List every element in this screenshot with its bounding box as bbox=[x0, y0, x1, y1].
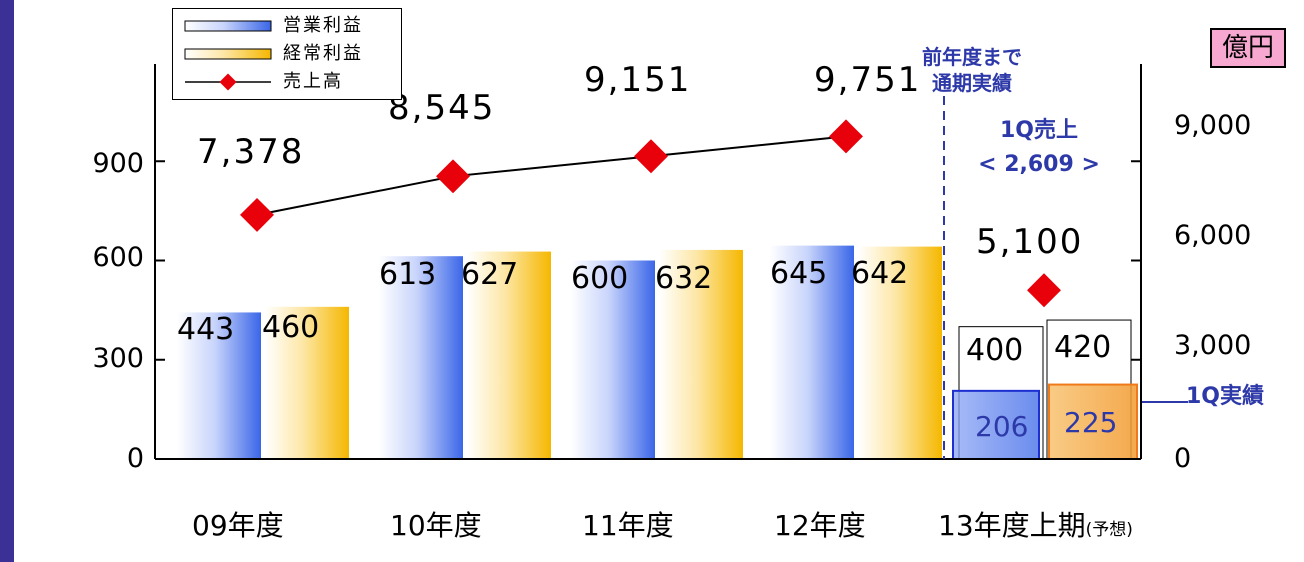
forecast-note: (予想) bbox=[1085, 520, 1133, 540]
legend: 営業利益 経常利益 売上高 bbox=[172, 8, 402, 100]
right-tick-6000: 6,000 bbox=[1174, 220, 1252, 251]
right-tick-3000: 3,000 bbox=[1174, 330, 1252, 361]
right-tick-0: 0 bbox=[1174, 443, 1192, 474]
q1-actual-note: 1Q実績 bbox=[1185, 384, 1264, 409]
op-profit-label-11: 600 bbox=[571, 261, 629, 296]
ord-profit-label-10: 627 bbox=[461, 257, 519, 292]
ord-profit-bar-12 bbox=[858, 246, 942, 459]
legend-swatch-ord-profit bbox=[184, 48, 272, 60]
q1-sales-note: 1Q売上 < 2,609 > bbox=[964, 118, 1114, 178]
sales-marker-12 bbox=[829, 119, 863, 154]
ord-profit-label-12: 642 bbox=[851, 256, 909, 291]
category-label-12: 12年度 bbox=[774, 509, 866, 542]
legend-label-op-profit: 営業利益 bbox=[283, 15, 363, 36]
sales-marker-11 bbox=[634, 139, 668, 174]
op-profit-label-09: 443 bbox=[177, 312, 235, 347]
legend-label-sales: 売上高 bbox=[283, 71, 343, 92]
q1-ord-profit-bar bbox=[1048, 383, 1138, 460]
left-tick-900: 900 bbox=[92, 148, 144, 179]
ord-profit-bar-10 bbox=[467, 251, 551, 459]
category-label-09: 09年度 bbox=[192, 509, 284, 542]
ord-profit-label-13h1: 420 bbox=[1054, 330, 1112, 365]
legend-item-sales: 売上高 bbox=[173, 71, 399, 93]
left-tick-0: 0 bbox=[126, 443, 144, 474]
op-profit-bar-10 bbox=[379, 256, 463, 459]
q1-op-profit-label: 206 bbox=[975, 410, 1029, 443]
q1-op-profit-bar bbox=[952, 389, 1040, 460]
ord-profit-bar-11 bbox=[659, 249, 743, 459]
chart-canvas: 0 300 600 900 0 3,000 6,000 9,000 09年度 1… bbox=[14, 0, 1304, 562]
sales-marker-09 bbox=[240, 197, 274, 232]
op-profit-bar-09 bbox=[177, 312, 261, 459]
q1-sales-note-line1: 1Q売上 bbox=[999, 118, 1078, 143]
unit-box: 億円 bbox=[1210, 28, 1287, 68]
category-label-10: 10年度 bbox=[390, 509, 482, 542]
left-tick-300: 300 bbox=[92, 343, 144, 374]
legend-item-ord-profit: 経常利益 bbox=[173, 43, 399, 65]
sales-label-10: 8,545 bbox=[388, 88, 496, 128]
q1-ord-profit-label: 225 bbox=[1064, 406, 1118, 439]
q1-sales-note-line2: < 2,609 > bbox=[978, 152, 1100, 177]
right-tick-9000: 9,000 bbox=[1174, 110, 1252, 141]
sales-line bbox=[256, 135, 847, 216]
op-profit-label-10: 613 bbox=[379, 257, 437, 292]
legend-swatch-sales bbox=[185, 73, 271, 91]
op-profit-bar-12 bbox=[770, 245, 854, 459]
left-tick-600: 600 bbox=[92, 242, 144, 273]
op-profit-label-13h1: 400 bbox=[966, 333, 1024, 368]
legend-label-ord-profit: 経常利益 bbox=[283, 43, 363, 64]
ord-profit-label-11: 632 bbox=[655, 261, 713, 296]
sales-marker-13h1 bbox=[1027, 273, 1061, 308]
ord-profit-label-09: 460 bbox=[262, 310, 320, 345]
separator-note-line2: 通期実績 bbox=[932, 71, 1012, 95]
category-label-13h1-text: 13年度上期 bbox=[938, 509, 1086, 542]
category-label-11: 11年度 bbox=[582, 509, 674, 542]
legend-item-op-profit: 営業利益 bbox=[173, 15, 399, 37]
sales-label-09: 7,378 bbox=[197, 132, 305, 172]
op-profit-label-12: 645 bbox=[770, 256, 828, 291]
ord-profit-bar-09 bbox=[265, 306, 349, 459]
sales-label-12: 9,751 bbox=[814, 60, 922, 100]
separator-note: 前年度まで 通期実績 bbox=[902, 44, 1042, 96]
op-profit-bar-11 bbox=[571, 260, 655, 459]
sales-label-13h1: 5,100 bbox=[976, 222, 1084, 262]
legend-swatch-op-profit bbox=[184, 20, 272, 32]
sales-marker-10 bbox=[436, 159, 470, 194]
sales-label-11: 9,151 bbox=[584, 60, 692, 100]
separator-note-line1: 前年度まで bbox=[922, 45, 1022, 69]
chart-plot bbox=[154, 64, 1188, 460]
category-label-13h1: 13年度上期(予想) bbox=[938, 504, 1133, 544]
